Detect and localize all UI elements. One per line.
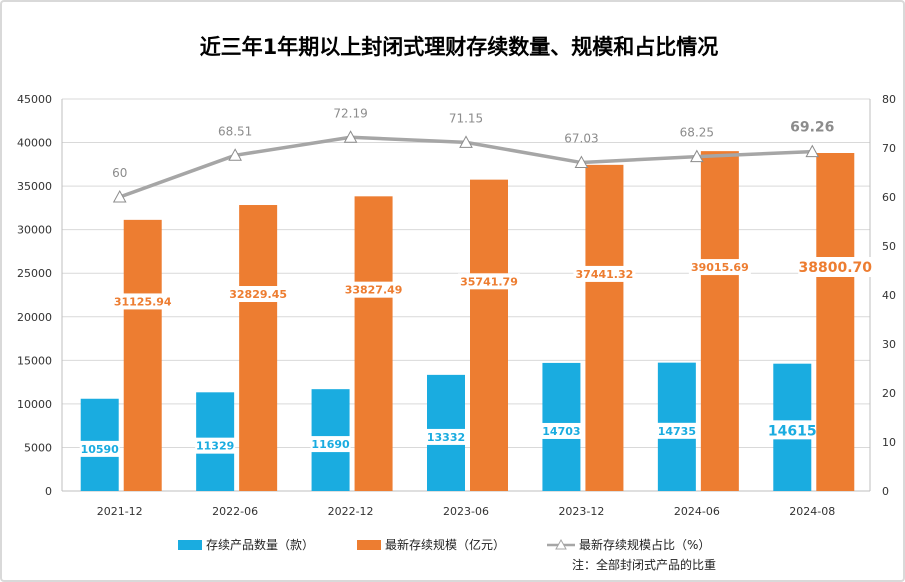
bar-label-product-count: 11690 (311, 438, 350, 451)
legend-label-scale: 最新存续规模（亿元） (385, 538, 506, 552)
bar-scale (354, 196, 393, 491)
bar-label-bg (688, 259, 751, 276)
bar-scale (816, 153, 855, 491)
bar-label-bg (772, 420, 813, 440)
legend-line-marker (547, 538, 575, 549)
bar-label-scale: 37441.32 (576, 268, 634, 281)
y-right-tick-label: 10 (882, 436, 896, 449)
bar-label-product-count: 14615 (768, 423, 817, 439)
y-right-tick-label: 20 (882, 387, 896, 400)
bar-scale (700, 151, 739, 491)
bar-label-scale: 38800.70 (799, 260, 873, 276)
x-tick-label: 2024-08 (789, 505, 835, 518)
bar-label-bg (573, 265, 636, 282)
bar-label-bg (195, 437, 236, 454)
line-label-share: 68.25 (680, 126, 714, 140)
x-tick-label: 2023-06 (443, 505, 489, 518)
line-point-share (690, 149, 704, 163)
legend-swatch-count (178, 539, 202, 550)
chart-title: 近三年1年期以上封闭式理财存续数量、规模和占比情况 (200, 35, 719, 59)
y-right-tick-label: 40 (882, 289, 896, 302)
bar-label-bg (227, 286, 290, 303)
bar-label-bg (656, 422, 697, 439)
bar-label-product-count: 14735 (658, 425, 696, 438)
line-label-share: 72.19 (333, 106, 367, 120)
bar-label-bg (310, 436, 351, 453)
line-point-share (805, 144, 820, 158)
y-left-tick-label: 35000 (17, 180, 52, 193)
legend: 存续产品数量（款） 最新存续规模（亿元） 最新存续规模占比（%） 注：全部封闭式… (2, 532, 905, 580)
legend-item-scale: 最新存续规模（亿元） (357, 536, 505, 553)
bar-label-product-count: 14703 (542, 425, 580, 438)
y-right-tick-label: 0 (882, 485, 889, 498)
y-left-tick-label: 30000 (17, 224, 52, 237)
line-point-share (343, 130, 358, 143)
axis-layer: 0 5000 10000 15000 20000 25000 30000 35000 40000… (17, 93, 896, 518)
bar-label-scale: 35741.79 (460, 275, 518, 288)
bar-label-bg (79, 440, 120, 457)
line-label-share: 71.15 (449, 111, 483, 125)
line-point-share (574, 155, 589, 169)
legend-item-count: 存续产品数量（款） (178, 536, 314, 553)
bar-scale (123, 219, 162, 492)
y-right-tick-label: 80 (882, 93, 896, 106)
y-left-tick-label: 20000 (17, 311, 52, 324)
chart-note: 注：全部封闭式产品的比重 (572, 558, 717, 572)
bar-label-bg (798, 257, 873, 278)
line-point-share (228, 148, 242, 161)
y-right-tick-label: 60 (882, 191, 896, 204)
x-tick-label: 2024-06 (674, 505, 720, 518)
y-left-tick-label: 45000 (17, 93, 52, 106)
bar-scale (470, 179, 508, 491)
legend-item-share: 最新存续规模占比（%） (547, 536, 710, 553)
line-label-share: 69.26 (790, 120, 834, 136)
line-label-share: 67.03 (564, 132, 598, 146)
y-left-tick-label: 5000 (24, 441, 52, 454)
line-point-share (459, 135, 473, 148)
bar-label-scale: 39015.69 (691, 261, 749, 274)
bar-label-scale: 33827.49 (345, 284, 403, 297)
line-point-share (112, 189, 127, 203)
x-tick-label: 2022-06 (212, 505, 258, 518)
y-right-tick-label: 70 (882, 142, 896, 155)
bar-scale (239, 205, 278, 491)
line-label-share: 60 (112, 166, 127, 180)
legend-swatch-scale (357, 539, 381, 550)
label-layer: 10590 31125.94 11329 32829.45 11690 33827.49 1… (79, 106, 873, 457)
y-left-tick-label: 40000 (17, 137, 52, 150)
y-right-tick-label: 30 (882, 338, 896, 351)
bar-label-product-count: 11329 (196, 440, 234, 453)
bar-label-product-count: 13332 (427, 431, 465, 444)
bar-label-bg (426, 428, 466, 445)
legend-label-count: 存续产品数量（款） (206, 538, 315, 552)
bar-label-bg (111, 293, 174, 310)
x-tick-label: 2021-12 (97, 505, 143, 518)
bar-label-scale: 32829.45 (229, 288, 287, 301)
line-label-share: 68.51 (218, 124, 252, 138)
y-left-tick-label: 10000 (17, 398, 52, 411)
x-tick-label: 2022-12 (328, 505, 374, 518)
y-left-tick-label: 25000 (17, 267, 52, 280)
bar-label-scale: 31125.94 (114, 295, 172, 308)
y-left-tick-label: 0 (45, 485, 52, 498)
bar-label-product-count: 10590 (81, 443, 120, 456)
bar-label-bg (458, 273, 520, 290)
bar-label-bg (541, 422, 582, 439)
bar-scale (585, 164, 624, 492)
bar-label-bg (342, 281, 405, 298)
line-layer (112, 130, 820, 203)
legend-label-share: 最新存续规模占比（%） (579, 538, 711, 552)
y-left-tick-label: 15000 (17, 354, 52, 367)
y-right-tick-label: 50 (882, 240, 896, 253)
x-tick-label: 2023-12 (558, 505, 604, 518)
